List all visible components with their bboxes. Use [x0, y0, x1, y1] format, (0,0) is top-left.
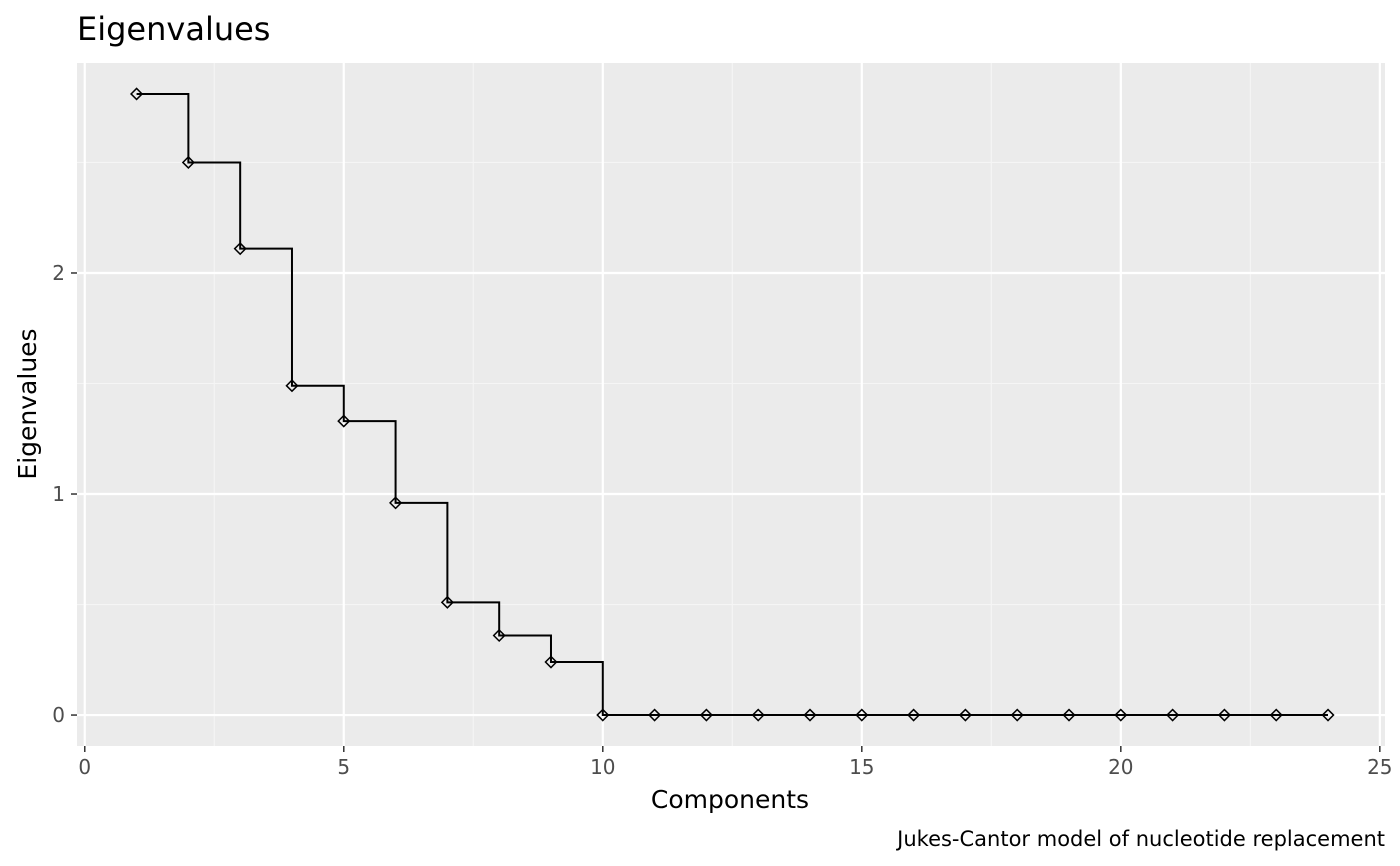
data-point-3 — [233, 242, 247, 256]
data-points — [130, 87, 1335, 722]
data-point-20 — [1114, 708, 1128, 722]
data-point-13 — [751, 708, 765, 722]
data-point-7 — [440, 595, 454, 609]
data-point-15 — [855, 708, 869, 722]
data-point-1 — [130, 87, 144, 101]
data-point-17 — [958, 708, 972, 722]
x-axis: 0 5 10 15 20 25 — [78, 746, 1393, 779]
x-tick-label: 20 — [1108, 755, 1133, 779]
data-point-5 — [337, 414, 351, 428]
x-tick-label: 5 — [337, 755, 350, 779]
data-point-24 — [1321, 708, 1335, 722]
data-point-4 — [285, 379, 299, 393]
y-tick-label: 1 — [52, 482, 65, 506]
data-point-19 — [1062, 708, 1076, 722]
data-point-22 — [1217, 708, 1231, 722]
chart-caption: Jukes-Cantor model of nucleotide replace… — [895, 827, 1385, 851]
x-tick-label: 15 — [849, 755, 874, 779]
chart-title: Eigenvalues — [77, 10, 270, 48]
x-tick-label: 10 — [590, 755, 615, 779]
data-point-10 — [596, 708, 610, 722]
y-tick-label: 0 — [52, 703, 65, 727]
data-point-16 — [907, 708, 921, 722]
plot-panel — [77, 63, 1385, 746]
x-tick-label: 0 — [78, 755, 91, 779]
data-point-23 — [1269, 708, 1283, 722]
data-point-9 — [544, 655, 558, 669]
data-point-2 — [181, 155, 195, 170]
y-tick-label: 2 — [52, 261, 65, 285]
data-point-12 — [699, 708, 713, 722]
data-point-11 — [648, 708, 662, 722]
x-tick-label: 25 — [1367, 755, 1392, 779]
data-point-8 — [492, 628, 506, 643]
minor-gridlines — [77, 63, 1385, 746]
y-axis: 0 1 2 — [52, 261, 77, 727]
x-axis-title: Components — [651, 785, 809, 814]
data-point-21 — [1166, 708, 1180, 722]
y-axis-title: Eigenvalues — [13, 328, 42, 479]
data-point-18 — [1010, 708, 1024, 722]
data-point-6 — [389, 496, 403, 510]
data-point-14 — [803, 708, 817, 722]
eigenvalue-step-line — [136, 92, 1329, 717]
